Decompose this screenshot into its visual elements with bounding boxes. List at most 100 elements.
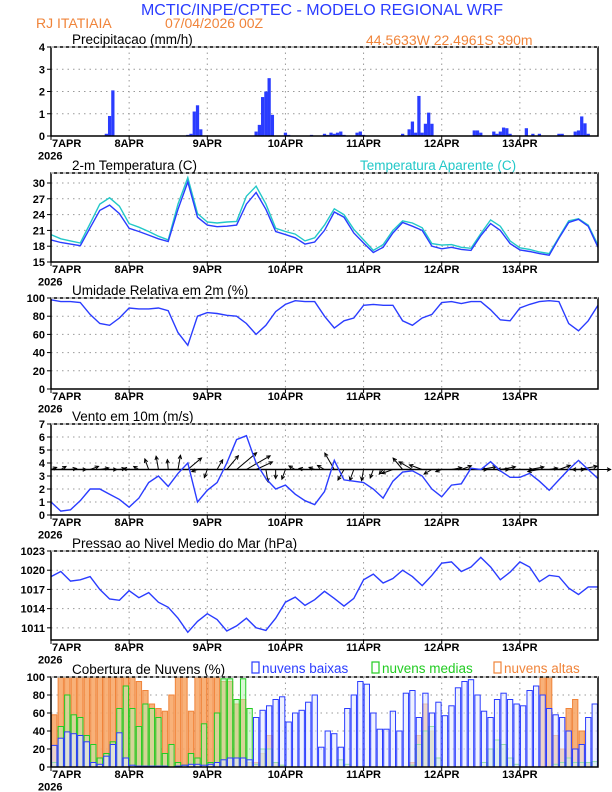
x-tick-label: 11APR [346,391,381,403]
wind-vector-arrowhead [234,454,240,460]
humidity-frame [50,297,599,390]
precip-bar [335,132,340,136]
wind-vector-arrowhead [52,466,58,471]
precip-bar [492,131,496,136]
cloud-bar-nuvens-baixas [402,692,410,768]
x-year-label: 2026 [38,530,62,542]
precip-bar [414,132,418,136]
y-tick-label: 5 [39,445,45,457]
wind-vector-arrow [423,469,433,475]
precip-bar [270,114,275,136]
cloud-bar-nuvens-baixas [252,717,260,768]
wind-vector-arrow [281,469,286,480]
y-tick-label: 80 [33,311,45,323]
x-tick-label: 7APR [52,769,81,781]
precip-bar [583,123,587,136]
wind-vector-arrow [369,469,374,479]
precip-bar [257,124,262,136]
wind-vector-arrow [527,469,540,473]
y-tick-label: 20 [33,366,45,378]
y-tick-label: 80 [33,690,45,702]
wind-vector-arrowhead [122,466,128,472]
cloud-bar-nuvens-baixas [428,712,436,768]
precip-bar [104,133,108,136]
precip-bar [358,131,362,136]
cloud-bar-nuvens-medias [148,708,156,768]
x-year-label: 2026 [38,655,62,667]
wind-vector-arrowhead [280,475,286,481]
x-tick-label: 11APR [346,642,381,654]
wind-vector-arrowhead [112,467,118,472]
y-tick-label: 0 [39,384,45,396]
x-year-label: 2026 [38,151,62,163]
precip-bar [508,133,512,136]
cloud-bar-nuvens-medias [220,678,227,768]
cloud-bar-nuvens-altas [96,676,103,768]
x-tick-label: 8APR [114,517,143,529]
y-tick-label: 3 [39,64,45,76]
x-tick-label: 8APR [114,391,143,403]
temperature-panel: 7APR 8APR 9APR 10APR 11APR 12APR 13APR 2026 15 18… [33,158,599,289]
wind-vector-arrow [409,464,423,470]
wind-vector-arrow [216,459,224,470]
cloud-bar-nuvens-baixas [311,694,318,768]
cloud-bar-nuvens-baixas [415,717,423,768]
clouds-panel: 7APR 8APR 9APR 10APR 11APR 12APR 13APR 2026 0 20 4… [27,661,599,792]
x-tick-label: 11APR [346,138,381,150]
cloud-bar-nuvens-baixas [57,737,64,768]
wind-panel: 7APR 8APR 9APR 10APR 11APR 12APR 13APR 2026 0123… [38,409,612,542]
cloud-bar-nuvens-medias [233,699,240,768]
wind-vector-arrow [451,467,462,470]
precip-bar [420,132,424,136]
wind-vector-arrowhead [606,467,612,472]
y-tick-label: 30 [33,178,45,190]
wind-vector-arrowhead [94,465,100,470]
x-tick-label: 9APR [193,517,222,529]
cloud-bar-nuvens-baixas [70,733,77,768]
cloud-bar-nuvens-baixas [292,712,299,768]
cloud-bar-nuvens-baixas [344,708,351,768]
cloud-bar-nuvens-baixas [64,731,71,768]
precip-bar [495,133,499,136]
precip-bar [199,129,203,136]
y-tick-label: 4 [39,458,46,470]
x-tick-label: 11APR [346,517,381,529]
precip-bar [322,133,327,136]
cloud-bar-nuvens-baixas [77,735,84,768]
cloud-bar-nuvens-baixas [552,714,559,768]
x-tick-label: 8APR [114,769,143,781]
wind-vector-arrowhead [553,466,559,471]
cloud-bar-nuvens-baixas [363,683,370,768]
wind-vector-arrowhead [434,468,440,473]
x-tick-label: 13APR [502,517,538,529]
wind-vector-arrowhead [287,465,293,470]
precip-bar [475,130,480,136]
cloud-bar-nuvens-baixas [454,687,462,768]
cloud-bar-nuvens-baixas [383,728,390,768]
y-tick-label: 3 [39,471,45,483]
precip-bar [423,123,428,136]
legend-swatch [493,661,502,674]
wind-vector-arrowhead [423,470,429,475]
cloud-bar-nuvens-medias [246,708,253,768]
precip-bar [524,128,528,136]
pressure-title: Pressao ao Nivel Medio do Mar (hPa) [72,536,297,551]
cloud-bar-nuvens-baixas [409,690,416,768]
y-tick-label: 18 [33,241,45,253]
wind-vector-arrowhead [571,467,577,472]
wind-vector-arrowhead [72,466,78,472]
cloud-bar-nuvens-baixas [305,701,312,768]
wind-vector-arrowhead [408,463,414,469]
cloud-bar-nuvens-baixas [546,708,553,768]
wind-vector-arrowhead [566,464,572,469]
cloud-bar-nuvens-baixas [441,715,449,768]
cloud-bar-nuvens-medias [155,717,162,768]
wind-vector-arrow [361,469,365,481]
x-tick-label: 9APR [193,264,222,276]
y-tick-label: 60 [33,708,45,720]
precip-bar [407,129,411,136]
wind-vector-arrow [144,458,150,470]
cloud-bar-nuvens-baixas [259,709,266,768]
